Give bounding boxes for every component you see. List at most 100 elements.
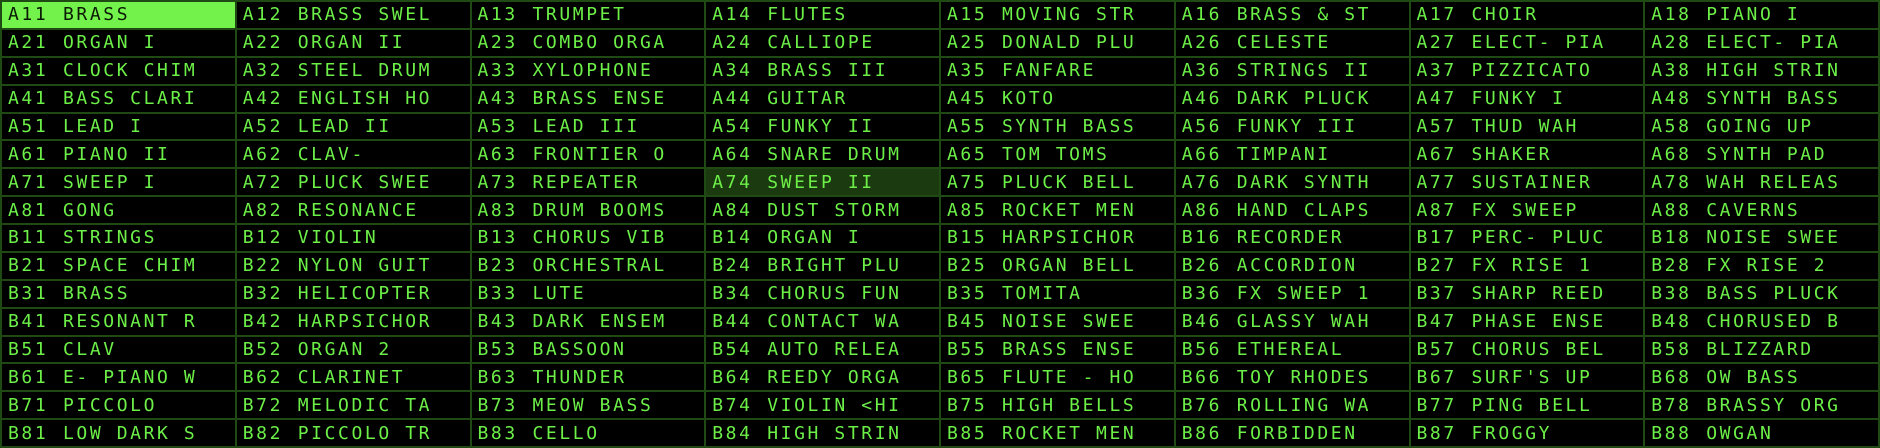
patch-cell[interactable]: A15 MOVING STR	[941, 2, 1174, 28]
patch-cell[interactable]: A44 GUITAR	[706, 85, 939, 112]
patch-cell[interactable]: A36 STRINGS II	[1175, 57, 1409, 84]
patch-cell[interactable]: A32 STEEL DRUM	[236, 57, 470, 84]
patch-cell[interactable]: B63 THUNDER	[471, 364, 705, 391]
patch-cell[interactable]: B36 FX SWEEP 1	[1175, 280, 1409, 307]
patch-cell[interactable]: B86 FORBIDDEN	[1175, 420, 1409, 446]
patch-cell[interactable]: B14 ORGAN I	[706, 225, 939, 251]
patch-cell[interactable]: A22 ORGAN II	[236, 29, 470, 56]
patch-cell[interactable]: A11 BRASS	[2, 2, 235, 28]
patch-cell[interactable]: B27 FX RISE 1	[1410, 252, 1644, 279]
patch-cell[interactable]: A82 RESONANCE	[236, 197, 470, 223]
patch-cell[interactable]: B68 OW BASS	[1645, 364, 1878, 391]
patch-cell[interactable]: A45 KOTO	[941, 85, 1174, 112]
patch-cell[interactable]: B58 BLIZZARD	[1645, 336, 1878, 363]
patch-cell[interactable]: B35 TOMITA	[941, 280, 1174, 307]
patch-cell[interactable]: A61 PIANO II	[2, 141, 235, 168]
patch-cell[interactable]: B51 CLAV	[2, 336, 235, 363]
patch-cell[interactable]: B82 PICCOLO TR	[236, 420, 470, 446]
patch-cell[interactable]: A26 CELESTE	[1175, 29, 1409, 56]
patch-cell[interactable]: B84 HIGH STRIN	[706, 420, 939, 446]
patch-cell[interactable]: A35 FANFARE	[941, 57, 1174, 84]
patch-cell[interactable]: B18 NOISE SWEE	[1645, 225, 1878, 251]
patch-cell[interactable]: B32 HELICOPTER	[236, 280, 470, 307]
patch-cell[interactable]: A24 CALLIOPE	[706, 29, 939, 56]
patch-cell[interactable]: B55 BRASS ENSE	[941, 336, 1174, 363]
patch-cell[interactable]: B28 FX RISE 2	[1645, 252, 1878, 279]
patch-cell[interactable]: B22 NYLON GUIT	[236, 252, 470, 279]
patch-cell[interactable]: A78 WAH RELEAS	[1645, 169, 1878, 196]
patch-cell[interactable]: A55 SYNTH BASS	[941, 113, 1174, 140]
patch-cell[interactable]: A88 CAVERNS	[1645, 197, 1878, 223]
patch-cell[interactable]: A33 XYLOPHONE	[471, 57, 705, 84]
patch-cell[interactable]: B31 BRASS	[2, 280, 235, 307]
patch-cell[interactable]: B24 BRIGHT PLU	[706, 252, 939, 279]
patch-cell[interactable]: B78 BRASSY ORG	[1645, 392, 1878, 419]
patch-cell[interactable]: B42 HARPSICHOR	[236, 308, 470, 335]
patch-cell[interactable]: B16 RECORDER	[1175, 225, 1409, 251]
patch-cell[interactable]: A83 DRUM BOOMS	[471, 197, 705, 223]
patch-cell[interactable]: B57 CHORUS BEL	[1410, 336, 1644, 363]
patch-cell[interactable]: B77 PING BELL	[1410, 392, 1644, 419]
patch-cell[interactable]: A28 ELECT- PIA	[1645, 29, 1878, 56]
patch-cell[interactable]: B43 DARK ENSEM	[471, 308, 705, 335]
patch-cell[interactable]: A48 SYNTH BASS	[1645, 85, 1878, 112]
patch-cell[interactable]: A77 SUSTAINER	[1410, 169, 1644, 196]
patch-cell[interactable]: B13 CHORUS VIB	[471, 225, 705, 251]
patch-cell[interactable]: B75 HIGH BELLS	[941, 392, 1174, 419]
patch-cell[interactable]: A81 GONG	[2, 197, 235, 223]
patch-cell[interactable]: A38 HIGH STRIN	[1645, 57, 1878, 84]
patch-cell[interactable]: B26 ACCORDION	[1175, 252, 1409, 279]
patch-cell[interactable]: B53 BASSOON	[471, 336, 705, 363]
patch-cell[interactable]: B15 HARPSICHOR	[941, 225, 1174, 251]
patch-cell[interactable]: B46 GLASSY WAH	[1175, 308, 1409, 335]
patch-cell[interactable]: A86 HAND CLAPS	[1175, 197, 1409, 223]
patch-cell[interactable]: B66 TOY RHODES	[1175, 364, 1409, 391]
patch-cell[interactable]: A74 SWEEP II	[706, 169, 939, 196]
patch-cell[interactable]: A41 BASS CLARI	[2, 85, 235, 112]
patch-cell[interactable]: A68 SYNTH PAD	[1645, 141, 1878, 168]
patch-cell[interactable]: A67 SHAKER	[1410, 141, 1644, 168]
patch-cell[interactable]: A31 CLOCK CHIM	[2, 57, 235, 84]
patch-cell[interactable]: A75 PLUCK BELL	[941, 169, 1174, 196]
patch-cell[interactable]: A65 TOM TOMS	[941, 141, 1174, 168]
patch-cell[interactable]: B54 AUTO RELEA	[706, 336, 939, 363]
patch-cell[interactable]: B41 RESONANT R	[2, 308, 235, 335]
patch-cell[interactable]: A37 PIZZICATO	[1410, 57, 1644, 84]
patch-cell[interactable]: A14 FLUTES	[706, 2, 939, 28]
patch-cell[interactable]: A62 CLAV-	[236, 141, 470, 168]
patch-cell[interactable]: A73 REPEATER	[471, 169, 705, 196]
patch-cell[interactable]: A27 ELECT- PIA	[1410, 29, 1644, 56]
patch-cell[interactable]: A64 SNARE DRUM	[706, 141, 939, 168]
patch-cell[interactable]: A47 FUNKY I	[1410, 85, 1644, 112]
patch-cell[interactable]: B87 FROGGY	[1410, 420, 1644, 446]
patch-cell[interactable]: B12 VIOLIN	[236, 225, 470, 251]
patch-cell[interactable]: B56 ETHEREAL	[1175, 336, 1409, 363]
patch-cell[interactable]: B45 NOISE SWEE	[941, 308, 1174, 335]
patch-cell[interactable]: A42 ENGLISH HO	[236, 85, 470, 112]
patch-cell[interactable]: A53 LEAD III	[471, 113, 705, 140]
patch-cell[interactable]: A54 FUNKY II	[706, 113, 939, 140]
patch-cell[interactable]: B72 MELODIC TA	[236, 392, 470, 419]
patch-cell[interactable]: A57 THUD WAH	[1410, 113, 1644, 140]
patch-cell[interactable]: B64 REEDY ORGA	[706, 364, 939, 391]
patch-cell[interactable]: B71 PICCOLO	[2, 392, 235, 419]
patch-cell[interactable]: B33 LUTE	[471, 280, 705, 307]
patch-cell[interactable]: A72 PLUCK SWEE	[236, 169, 470, 196]
patch-cell[interactable]: B83 CELLO	[471, 420, 705, 446]
patch-cell[interactable]: B11 STRINGS	[2, 225, 235, 251]
patch-cell[interactable]: B65 FLUTE - HO	[941, 364, 1174, 391]
patch-cell[interactable]: A58 GOING UP	[1645, 113, 1878, 140]
patch-cell[interactable]: B48 CHORUSED B	[1645, 308, 1878, 335]
patch-cell[interactable]: A25 DONALD PLU	[941, 29, 1174, 56]
patch-cell[interactable]: B81 LOW DARK S	[2, 420, 235, 446]
patch-cell[interactable]: A12 BRASS SWEL	[236, 2, 470, 28]
patch-cell[interactable]: B25 ORGAN BELL	[941, 252, 1174, 279]
patch-cell[interactable]: B74 VIOLIN <HI	[706, 392, 939, 419]
patch-cell[interactable]: B21 SPACE CHIM	[2, 252, 235, 279]
patch-cell[interactable]: B52 ORGAN 2	[236, 336, 470, 363]
patch-cell[interactable]: B73 MEOW BASS	[471, 392, 705, 419]
patch-cell[interactable]: B88 OWGAN	[1645, 420, 1878, 446]
patch-cell[interactable]: B44 CONTACT WA	[706, 308, 939, 335]
patch-cell[interactable]: A76 DARK SYNTH	[1175, 169, 1409, 196]
patch-cell[interactable]: B67 SURF'S UP	[1410, 364, 1644, 391]
